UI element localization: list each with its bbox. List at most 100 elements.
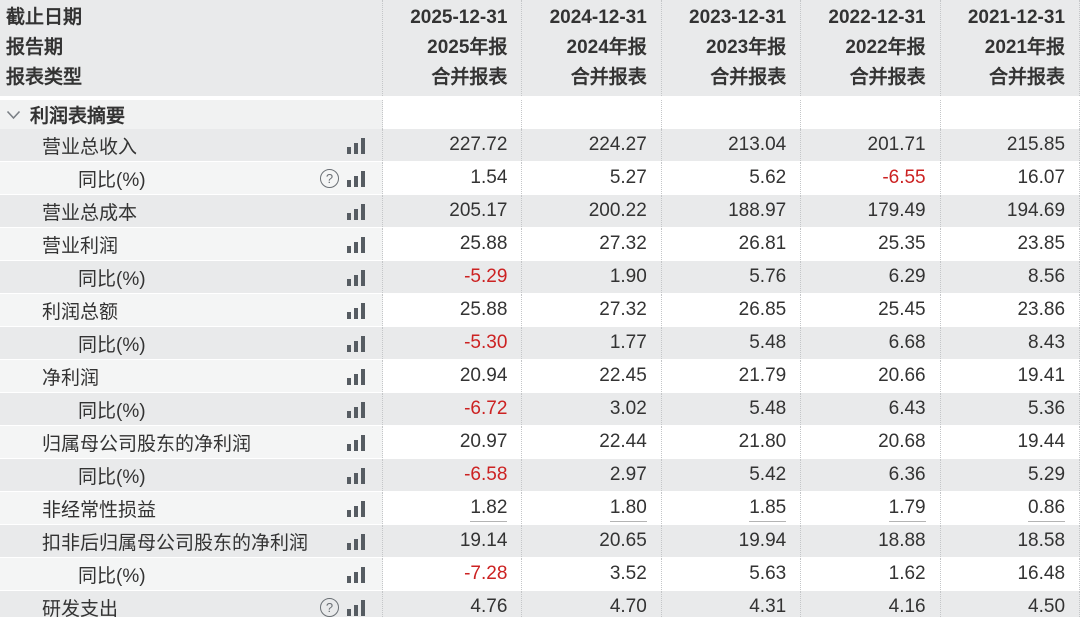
bar-chart-icon[interactable] bbox=[346, 401, 366, 418]
cell-value: 4.50 bbox=[941, 591, 1080, 617]
section-row-income-statement: 利润表摘要 bbox=[0, 100, 1080, 129]
cell-value: -6.55 bbox=[801, 162, 941, 194]
chevron-down-icon[interactable] bbox=[6, 110, 21, 120]
col-period: 2022年报 bbox=[845, 37, 926, 58]
cell-value: 1.62 bbox=[801, 558, 941, 590]
bar-chart-icon[interactable] bbox=[346, 137, 366, 154]
cell-value: 4.76 bbox=[383, 591, 523, 617]
cell-value: 3.02 bbox=[522, 393, 662, 425]
row-label-cell: 净利润 bbox=[0, 360, 383, 392]
cell-value: 25.88 bbox=[383, 294, 523, 326]
header-col[interactable]: 2024-12-31 2024年报 合并报表 bbox=[522, 0, 662, 96]
cell-value: 5.62 bbox=[661, 162, 802, 194]
table-row: 同比(%) ? 1.54 5.27 5.62 -6.55 16.07 bbox=[0, 162, 1080, 195]
row-label-cell: 同比(%) ? bbox=[0, 162, 383, 194]
col-date: 2025-12-31 bbox=[410, 7, 508, 28]
header-label-enddate: 截止日期 bbox=[6, 7, 83, 28]
row-label-cell: 营业总收入 bbox=[0, 129, 383, 161]
cell-value: 20.94 bbox=[383, 360, 523, 392]
table-row: 同比(%) -6.72 3.02 5.48 6.43 5.36 bbox=[0, 393, 1080, 426]
bar-chart-icon[interactable] bbox=[346, 170, 366, 187]
bar-chart-icon[interactable] bbox=[346, 566, 366, 583]
row-label-cell: 同比(%) bbox=[0, 327, 383, 359]
cell-empty bbox=[383, 100, 523, 129]
cell-value: -6.72 bbox=[383, 393, 523, 425]
bar-chart-icon[interactable] bbox=[346, 599, 366, 616]
cell-value: 26.85 bbox=[661, 294, 802, 326]
header-col[interactable]: 2022-12-31 2022年报 合并报表 bbox=[801, 0, 941, 96]
cell-value: 1.85 bbox=[661, 492, 802, 524]
header-label-period: 报告期 bbox=[6, 37, 64, 58]
cell-value: 4.31 bbox=[662, 591, 802, 617]
col-type: 合并报表 bbox=[570, 67, 647, 88]
bar-chart-icon[interactable] bbox=[346, 368, 366, 385]
row-label: 归属母公司股东的净利润 bbox=[42, 433, 252, 455]
row-label-cell: 同比(%) bbox=[0, 459, 383, 491]
bar-chart-icon[interactable] bbox=[346, 236, 366, 253]
help-icon[interactable]: ? bbox=[320, 597, 339, 617]
cell-value: 201.71 bbox=[801, 129, 941, 161]
cell-value: 18.88 bbox=[801, 525, 941, 557]
row-label: 营业总成本 bbox=[42, 202, 138, 224]
underlined-value[interactable]: 1.80 bbox=[609, 495, 647, 522]
row-label-cell: 研发支出 ? bbox=[0, 591, 383, 617]
col-date: 2023-12-31 bbox=[689, 7, 787, 28]
cell-empty bbox=[661, 100, 802, 129]
cell-empty bbox=[522, 100, 662, 129]
col-period: 2024年报 bbox=[566, 37, 647, 58]
table-row: 非经常性损益 1.82 1.80 1.85 1.79 0.86 bbox=[0, 492, 1080, 525]
cell-value: 19.41 bbox=[940, 360, 1080, 392]
bar-chart-icon[interactable] bbox=[346, 500, 366, 517]
bar-chart-icon[interactable] bbox=[346, 269, 366, 286]
row-label-cell: 扣非后归属母公司股东的净利润 bbox=[0, 525, 383, 557]
header-label-column: 截止日期 报告期 报表类型 bbox=[0, 0, 383, 96]
cell-value: 5.48 bbox=[662, 393, 802, 425]
cell-value: -5.30 bbox=[383, 327, 523, 359]
header-col[interactable]: 2023-12-31 2023年报 合并报表 bbox=[662, 0, 802, 96]
cell-value: 4.16 bbox=[801, 591, 941, 617]
cell-value: 227.72 bbox=[383, 129, 523, 161]
table-row: 同比(%) -6.58 2.97 5.42 6.36 5.29 bbox=[0, 459, 1080, 492]
cell-value: 26.81 bbox=[661, 228, 802, 260]
underlined-value[interactable]: 1.82 bbox=[470, 495, 508, 522]
row-label: 营业总收入 bbox=[42, 136, 138, 158]
cell-value: 19.44 bbox=[940, 426, 1080, 458]
cell-value: 179.49 bbox=[801, 195, 941, 227]
row-label: 同比(%) bbox=[78, 334, 146, 356]
underlined-value[interactable]: 1.79 bbox=[888, 495, 926, 522]
cell-value: 25.88 bbox=[383, 228, 523, 260]
underlined-value[interactable]: 0.86 bbox=[1028, 495, 1066, 522]
col-type: 合并报表 bbox=[849, 67, 926, 88]
cell-value: 8.43 bbox=[941, 327, 1080, 359]
cell-value: 6.36 bbox=[801, 459, 941, 491]
table-row: 净利润 20.94 22.45 21.79 20.66 19.41 bbox=[0, 360, 1080, 393]
cell-value: 200.22 bbox=[522, 195, 662, 227]
table-row: 同比(%) -5.30 1.77 5.48 6.68 8.43 bbox=[0, 327, 1080, 360]
cell-empty bbox=[801, 100, 941, 129]
bar-chart-icon[interactable] bbox=[346, 467, 366, 484]
header-label-reporttype: 报表类型 bbox=[6, 67, 83, 88]
cell-value: 205.17 bbox=[383, 195, 523, 227]
bar-chart-icon[interactable] bbox=[346, 434, 366, 451]
row-label-cell: 同比(%) bbox=[0, 393, 383, 425]
bar-chart-icon[interactable] bbox=[346, 302, 366, 319]
cell-value: 5.27 bbox=[522, 162, 662, 194]
underlined-value[interactable]: 1.85 bbox=[749, 495, 787, 522]
cell-value: -6.58 bbox=[383, 459, 523, 491]
col-date: 2024-12-31 bbox=[549, 7, 647, 28]
bar-chart-icon[interactable] bbox=[346, 203, 366, 220]
bar-chart-icon[interactable] bbox=[346, 533, 366, 550]
cell-value: 6.68 bbox=[801, 327, 941, 359]
cell-value: 1.79 bbox=[801, 492, 941, 524]
header-gap bbox=[0, 96, 1080, 100]
col-period: 2021年报 bbox=[984, 37, 1066, 58]
help-icon[interactable]: ? bbox=[320, 168, 339, 188]
bar-chart-icon[interactable] bbox=[346, 335, 366, 352]
section-label-cell[interactable]: 利润表摘要 bbox=[0, 100, 383, 129]
row-label: 非经常性损益 bbox=[42, 499, 157, 521]
header-col[interactable]: 2025-12-31 2025年报 合并报表 bbox=[383, 0, 523, 96]
cell-value: 1.90 bbox=[522, 261, 662, 293]
header-col[interactable]: 2021-12-31 2021年报 合并报表 bbox=[941, 0, 1080, 96]
cell-value: 8.56 bbox=[941, 261, 1080, 293]
cell-value: 188.97 bbox=[662, 195, 802, 227]
